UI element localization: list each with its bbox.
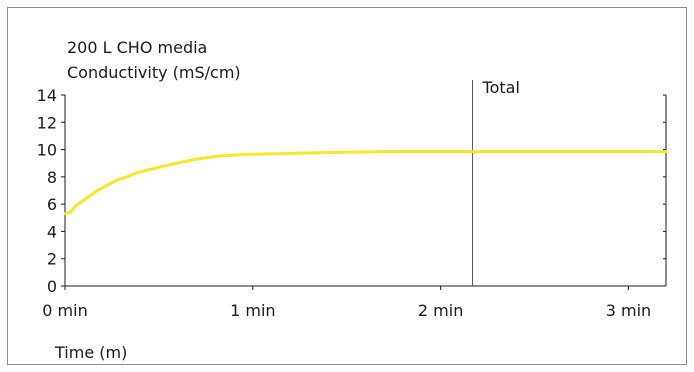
x-tick-label: 0 min [42,301,87,320]
total-marker-label: Total [482,78,520,97]
y-axis-label: Conductivity (mS/cm) [67,63,241,82]
x-tick-label: 1 min [230,301,275,320]
y-tick-label: 4 [47,222,57,241]
y-tick-label: 0 [47,277,57,296]
y-tick-label: 6 [47,195,57,214]
plot-area: 0 2 4 6 8 10 12 14 0 min 1 min 2 min 3 min Total [37,78,668,320]
y-tick-label: 2 [47,250,57,269]
conductivity-series-line [63,150,668,216]
y-tick-label: 10 [37,141,57,160]
chart-frame [7,7,687,365]
chart-title: 200 L CHO media [67,38,207,57]
y-tick-label: 8 [47,168,57,187]
x-axis-label: Time (m) [54,343,127,362]
y-tick-label: 14 [37,86,57,105]
y-tick-label: 12 [37,113,57,132]
x-tick-label: 2 min [418,301,463,320]
x-tick-label: 3 min [606,301,651,320]
